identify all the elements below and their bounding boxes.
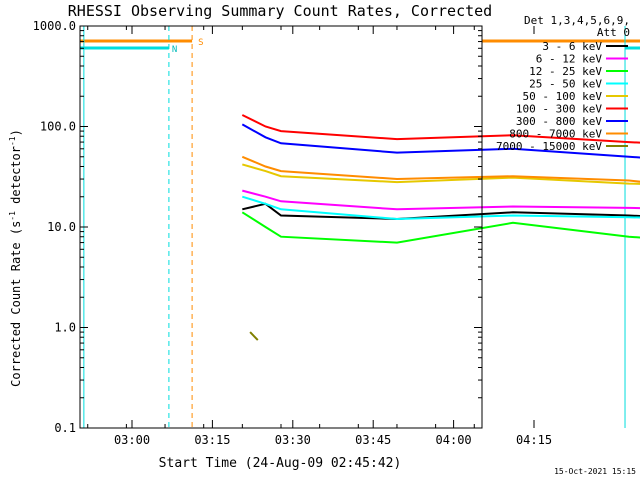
saa-flag-label: S xyxy=(198,38,203,48)
series-line-5 xyxy=(241,114,640,144)
legend-header-line: Det 1,3,4,5,6,9, xyxy=(524,14,630,27)
x-tick-label: 04:15 xyxy=(516,433,552,447)
series-line-8 xyxy=(249,331,259,341)
y-axis-label-sup1: -1 xyxy=(8,211,17,221)
chart-title: RHESSI Observing Summary Count Rates, Co… xyxy=(68,2,492,20)
series-line-2 xyxy=(241,211,640,244)
night-flag-label: N xyxy=(172,45,177,55)
y-tick-label: 1.0 xyxy=(54,321,76,335)
series-line-7 xyxy=(241,155,640,183)
y-axis-label-end: ) xyxy=(9,129,23,136)
legend-entry-label: 25 - 50 keV xyxy=(529,78,602,91)
y-tick-label: 100.0 xyxy=(40,120,76,134)
plot-area: SN xyxy=(80,26,640,428)
x-tick-label: 04:00 xyxy=(436,433,472,447)
series-line-3 xyxy=(242,195,640,221)
series-line-1 xyxy=(242,189,640,211)
series-line-0 xyxy=(242,202,640,221)
legend-header-line: Att 0 xyxy=(597,26,630,39)
series-line-6 xyxy=(241,123,640,159)
x-tick-label: 03:15 xyxy=(194,433,230,447)
footer-date: 15-Oct-2021 15:15 xyxy=(554,467,636,476)
x-tick-label: 03:45 xyxy=(355,433,391,447)
legend-entry-label: 7000 - 15000 keV xyxy=(496,140,602,153)
legend-entry-label: 6 - 12 keV xyxy=(536,53,603,66)
x-tick-label: 03:30 xyxy=(275,433,311,447)
x-tick-label: 03:00 xyxy=(114,433,150,447)
y-tick-label: 10.0 xyxy=(47,220,76,234)
legend-entry-label: 50 - 100 keV xyxy=(523,90,603,103)
y-axis-label-main: Corrected Count Rate (s xyxy=(9,221,23,387)
axes: 0.1 1.0 10.0 100.0 1000.0 03:00 03:15 03:30 03:4… xyxy=(33,19,552,447)
legend-entry-label: 12 - 25 keV xyxy=(529,65,602,78)
legend-entry-label: 300 - 800 keV xyxy=(516,115,602,128)
y-axis-label-mid: detector xyxy=(9,146,23,211)
y-axis-label-sup2: -1 xyxy=(8,136,17,146)
legend-entry-label: 800 - 7000 keV xyxy=(509,128,602,141)
y-axis-label: Corrected Count Rate (s-1 detector-1) xyxy=(8,129,23,387)
legend-entry-label: 3 - 6 keV xyxy=(542,40,602,53)
y-tick-label: 0.1 xyxy=(54,421,76,435)
legend-entry-label: 100 - 300 keV xyxy=(516,103,602,116)
series-line-4 xyxy=(242,163,640,185)
x-axis-label: Start Time (24-Aug-09 02:45:42) xyxy=(159,456,402,471)
y-tick-label: 1000.0 xyxy=(33,19,76,33)
